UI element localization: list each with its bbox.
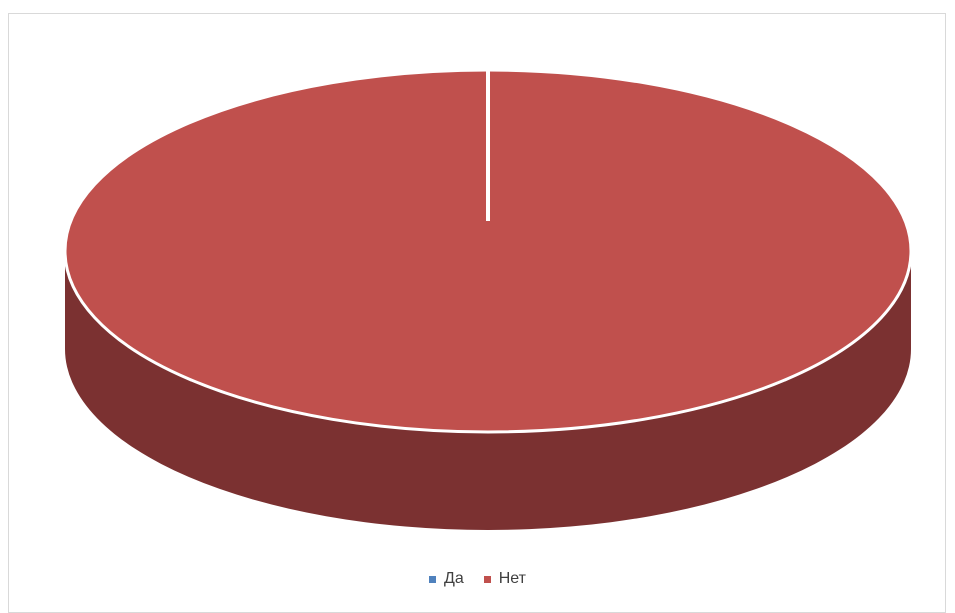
legend-item-da: Да xyxy=(429,570,464,588)
legend: Да Нет xyxy=(0,570,955,588)
legend-label-net: Нет xyxy=(498,570,526,587)
pie-side-Нет xyxy=(65,251,911,530)
legend-label-da: Да xyxy=(444,570,464,587)
legend-item-net: Нет xyxy=(483,570,526,588)
legend-swatch-net xyxy=(483,575,491,583)
legend-swatch-da xyxy=(429,575,436,583)
